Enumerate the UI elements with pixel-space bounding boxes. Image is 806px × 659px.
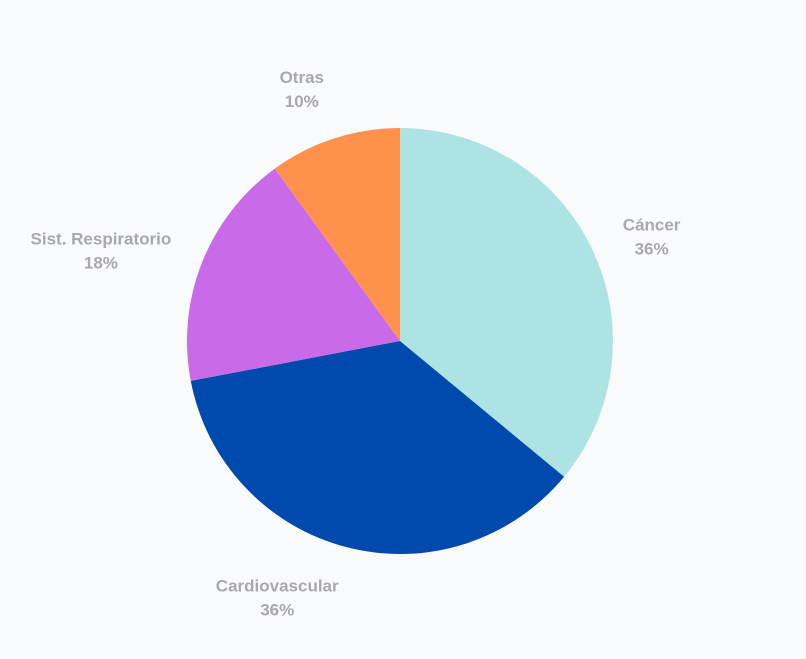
slice-label-cardiovascular: Cardiovascular 36% bbox=[216, 576, 339, 619]
slice-label-cancer: Cáncer 36% bbox=[623, 215, 681, 258]
pie-slice-otras bbox=[274, 128, 400, 341]
slice-value-label: 36% bbox=[635, 239, 669, 258]
slice-value-label: 18% bbox=[84, 253, 118, 272]
slice-category-label: Cáncer bbox=[623, 215, 681, 234]
slice-value-label: 36% bbox=[260, 600, 294, 619]
slice-label-otras: Otras 10% bbox=[280, 68, 324, 111]
pie-slice-sist-respiratorio bbox=[187, 168, 400, 381]
slice-value-label: 10% bbox=[285, 92, 319, 111]
pie-slices bbox=[187, 128, 613, 554]
slice-category-label: Sist. Respiratorio bbox=[31, 229, 172, 248]
pie-labels: Cáncer 36% Cardiovascular 36% Sist. Respirat… bbox=[31, 68, 681, 619]
slice-category-label: Otras bbox=[280, 68, 324, 87]
pie-slice-cancer bbox=[400, 128, 613, 477]
pie-slice-cardiovascular bbox=[190, 341, 565, 554]
slice-label-sist-respiratorio: Sist. Respiratorio 18% bbox=[31, 229, 172, 272]
slice-category-label: Cardiovascular bbox=[216, 576, 339, 595]
